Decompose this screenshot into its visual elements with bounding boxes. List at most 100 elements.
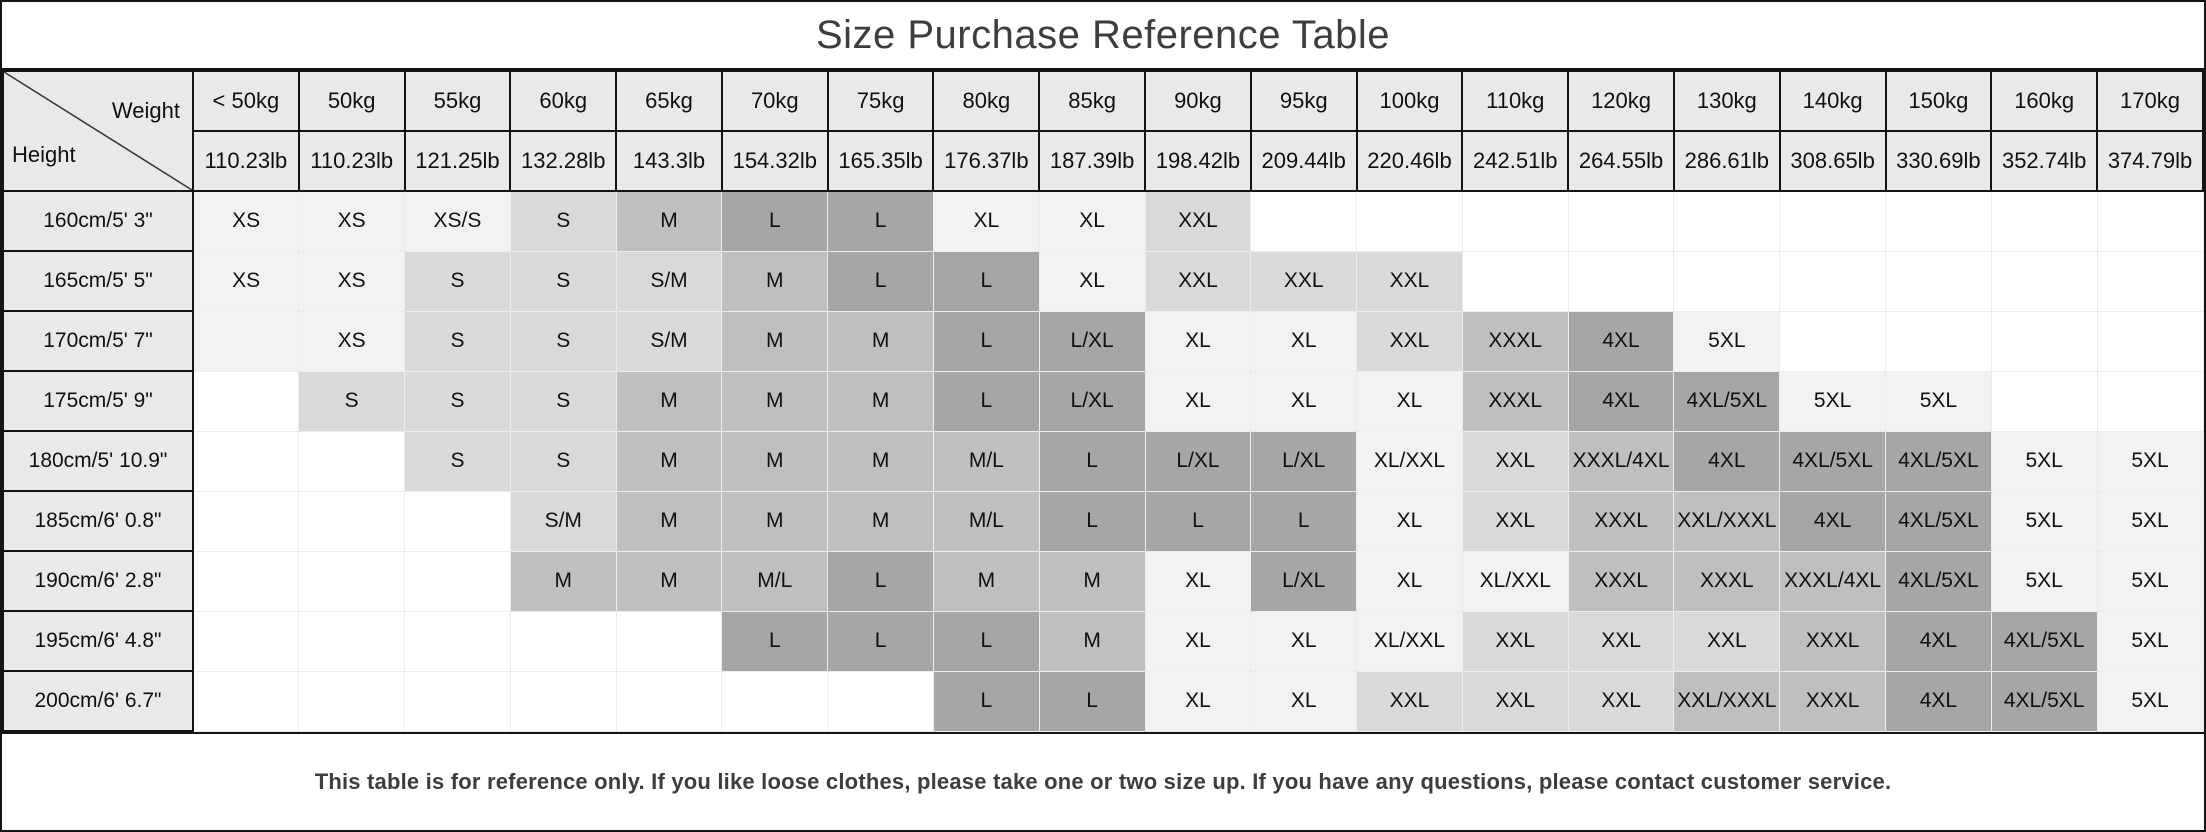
size-cell [192,490,300,552]
size-cell: XL [1250,670,1358,732]
size-cell: L [932,370,1040,432]
size-cell: XL [1250,610,1358,672]
size-cell: XXXL [1567,490,1675,552]
size-cell: M [721,490,829,552]
size-cell: XXL [1567,670,1675,732]
weight-kg-cell: 85kg [1038,70,1147,132]
size-cell: L [827,610,934,672]
size-cell: 4XL/5XL [1885,430,1992,492]
size-cell: 4XL/5XL [1990,610,2098,672]
size-cell: XL [1144,310,1252,372]
weight-lb-cell: 286.61lb [1672,130,1781,192]
size-cell: XXXL/4XL [1779,550,1886,612]
size-cell: XS [298,250,406,312]
size-cell: 4XL [1567,310,1675,372]
size-cell: XXL [1250,250,1358,312]
weight-kg-cell: 120kg [1567,70,1675,132]
size-cell: XL [932,190,1040,252]
size-cell: 4XL/5XL [1885,550,1992,612]
size-cell [615,610,723,672]
size-cell: S [404,370,511,432]
size-cell: XXXL [1567,550,1675,612]
size-cell: L [932,670,1040,732]
size-cell: L/XL [1144,430,1252,492]
size-cell: M [615,190,723,252]
size-cell: M/L [932,430,1040,492]
size-cell [298,670,406,732]
size-cell: XL [1038,250,1146,312]
size-cell: 4XL [1779,490,1886,552]
size-cell [1885,250,1992,312]
height-header-cell: 165cm/5' 5" [2,250,194,312]
weight-kg-cell: 160kg [1990,70,2099,132]
size-cell: L [1038,670,1146,732]
weight-lb-cell: 121.25lb [403,130,512,192]
size-cell: S [404,250,511,312]
size-cell: L [827,250,934,312]
size-cell: XXL [1461,610,1569,672]
size-cell [827,670,934,732]
size-cell: 5XL [2096,610,2204,672]
size-cell: XXXL [1779,610,1886,672]
weight-lb-cell: 165.35lb [826,130,935,192]
size-cell: M [615,430,723,492]
size-cell [1779,190,1886,252]
weight-kg-cell: 150kg [1884,70,1993,132]
table-header: Weight Height < 50kg 50kg 55kg 60kg 65kg 70kg… [2,70,2204,192]
table-row: 190cm/6' 2.8" M M M/L L M M XL L/XL XL XL/XXL XXXL X… [2,550,2204,612]
weight-lb-cell: 198.42lb [1144,130,1252,192]
size-cell: XXL [1144,190,1252,252]
size-cell: XXXL [1461,310,1569,372]
size-cell [1990,310,2098,372]
size-cell: XL [1144,550,1252,612]
size-cell: 5XL [1990,550,2098,612]
size-cell: S/M [615,310,723,372]
height-header-cell: 180cm/5' 10.9" [2,430,194,492]
size-cell: S [404,430,511,492]
size-cell: M [827,370,934,432]
height-header-cell: 160cm/5' 3" [2,190,194,252]
size-cell: M [827,430,934,492]
size-cell: XXL/XXXL [1673,490,1781,552]
size-cell: S [509,310,617,372]
size-cell: 4XL/5XL [1673,370,1781,432]
size-cell: L [932,310,1040,372]
size-cell [721,670,829,732]
size-cell [2096,370,2204,432]
size-cell: 4XL/5XL [1779,430,1886,492]
size-cell: L [827,550,934,612]
size-cell: XL/XXL [1461,550,1569,612]
corner-height-label: Height [12,142,76,167]
size-cell: 4XL/5XL [1885,490,1992,552]
size-cell [404,550,511,612]
height-header-cell: 200cm/6' 6.7" [2,670,194,732]
size-cell: XXL [1461,490,1569,552]
size-cell: M/L [721,550,829,612]
size-cell: XXL [1144,250,1252,312]
size-cell: M [827,310,934,372]
weight-kg-cell: 60kg [509,70,618,132]
size-cell [404,670,511,732]
weight-lb-cell: 110.23lb [192,130,300,192]
size-cell [1779,310,1886,372]
table-row: 185cm/6' 0.8" S/M M M M M/L L L L XL XXL XXXL XXL/XX… [2,490,2204,552]
height-header-cell: 170cm/5' 7" [2,310,194,372]
weight-kg-cell: < 50kg [192,70,300,132]
size-cell: M [827,490,934,552]
size-cell [1250,190,1358,252]
size-cell: L [1038,490,1146,552]
weight-kg-cell: 70kg [720,70,829,132]
size-cell: L [827,190,934,252]
size-cell: M [1038,550,1146,612]
size-cell [1461,190,1569,252]
size-cell: XS [192,250,300,312]
size-cell: XXL [1461,430,1569,492]
size-cell: 5XL [1673,310,1781,372]
weight-lb-cell: 374.79lb [2096,130,2204,192]
footer-note: This table is for reference only. If you… [2,732,2204,830]
size-cell: XXXL [1461,370,1569,432]
size-cell: XL [1144,670,1252,732]
size-cell [1885,310,1992,372]
size-cell: XXL/XXXL [1673,670,1781,732]
